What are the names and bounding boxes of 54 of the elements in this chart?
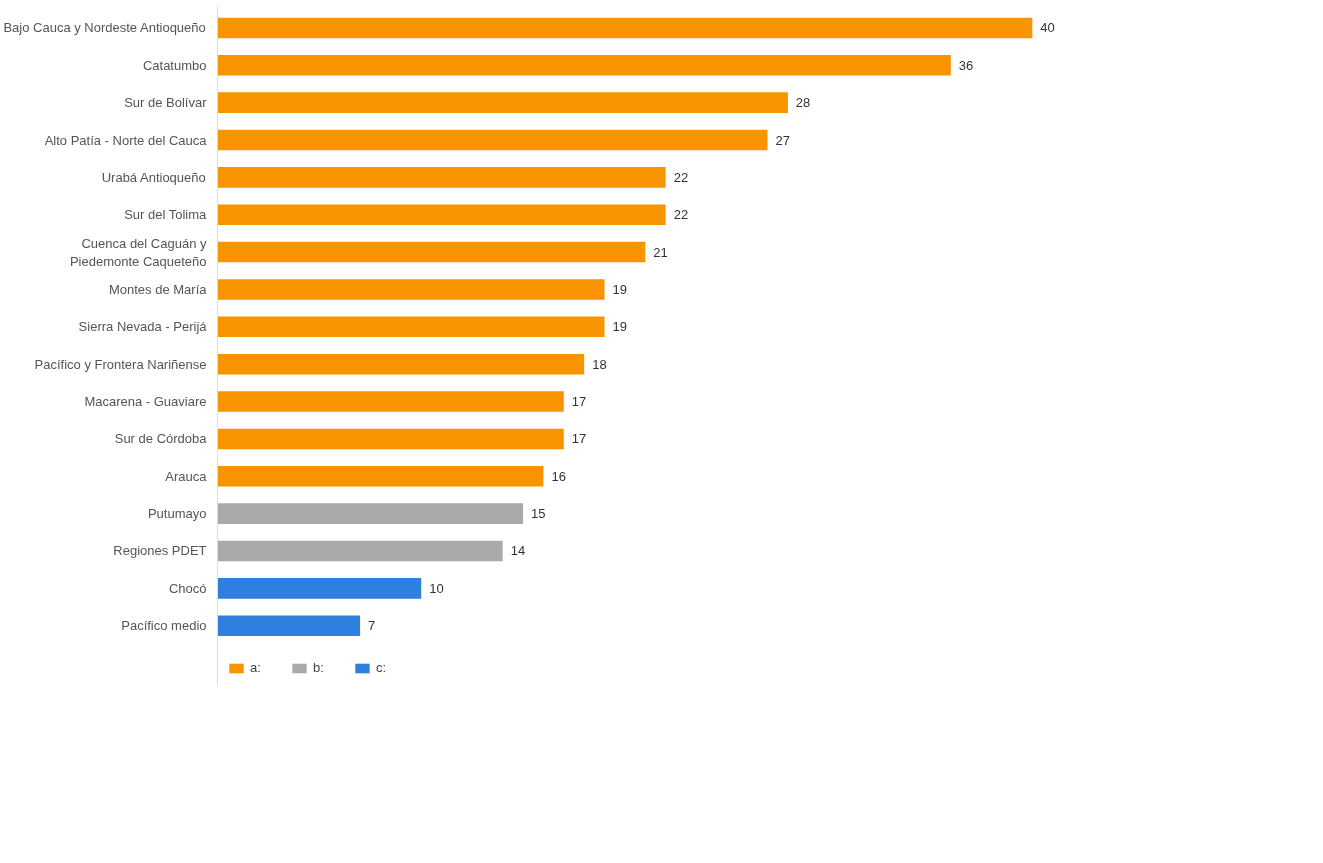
bar	[217, 540, 503, 562]
bar	[217, 353, 585, 375]
legend-label: c:	[376, 660, 388, 675]
bar	[217, 241, 646, 263]
y-tick-label: Bajo Cauca y Nordeste Antioqueño	[3, 20, 206, 36]
data-label: 19	[612, 281, 628, 297]
data-label: 17	[571, 394, 587, 410]
bar	[217, 503, 524, 524]
y-tick-label: Putumayo	[147, 506, 207, 522]
data-label: 19	[612, 319, 628, 335]
bar	[217, 279, 605, 300]
y-tick-label: Macarena - Guaviare	[84, 394, 207, 410]
bar	[217, 92, 788, 113]
data-label: 7	[368, 618, 376, 634]
data-label: 17	[571, 431, 587, 447]
data-label: 40	[1040, 20, 1055, 36]
data-label: 22	[673, 207, 689, 223]
legend-label: a:	[250, 660, 262, 675]
legend-label: b:	[313, 660, 325, 675]
bar	[217, 316, 605, 338]
bar	[217, 17, 1033, 39]
y-tick-label: Regiones PDET	[113, 543, 207, 559]
data-label: 28	[795, 95, 811, 111]
data-label: 27	[775, 132, 790, 148]
y-tick-label: Sur de Córdoba	[114, 431, 208, 447]
data-label: 21	[653, 244, 668, 260]
data-label: 10	[429, 580, 444, 596]
bar	[217, 578, 422, 599]
y-tick-label: Cuenca del Caguán y Piedemonte Caqueteño	[69, 235, 207, 269]
y-tick-label: Alto Patía - Norte del Cauca	[44, 132, 208, 148]
y-tick-label: Arauca	[165, 468, 208, 484]
y-tick-label: Urabá Antioqueño	[101, 169, 206, 185]
y-tick-label: Sierra Nevada - Perijá	[78, 319, 208, 335]
y-tick-label: Montes de María	[108, 281, 208, 297]
y-tick-label: Chocó	[168, 580, 207, 596]
y-tick-label: Pacífico y Frontera Nariñense	[34, 356, 207, 372]
data-label: 18	[592, 356, 607, 372]
data-label: 15	[531, 506, 546, 522]
y-tick-label: Pacífico medio	[121, 618, 207, 634]
data-label: 36	[958, 57, 974, 73]
bar	[217, 167, 666, 188]
y-tick-label: Catatumbo	[142, 57, 207, 73]
bar	[217, 428, 564, 450]
bar	[217, 391, 564, 412]
data-label: 16	[551, 468, 566, 484]
y-tick-label: Sur de Bolívar	[124, 95, 208, 111]
data-label: 14	[510, 543, 526, 559]
y-tick-label: Sur del Tolima	[124, 207, 208, 223]
bar	[217, 204, 666, 226]
bar	[217, 129, 768, 151]
bar	[217, 615, 361, 636]
data-label: 22	[673, 169, 689, 185]
bar	[217, 55, 951, 76]
bar	[217, 465, 544, 487]
